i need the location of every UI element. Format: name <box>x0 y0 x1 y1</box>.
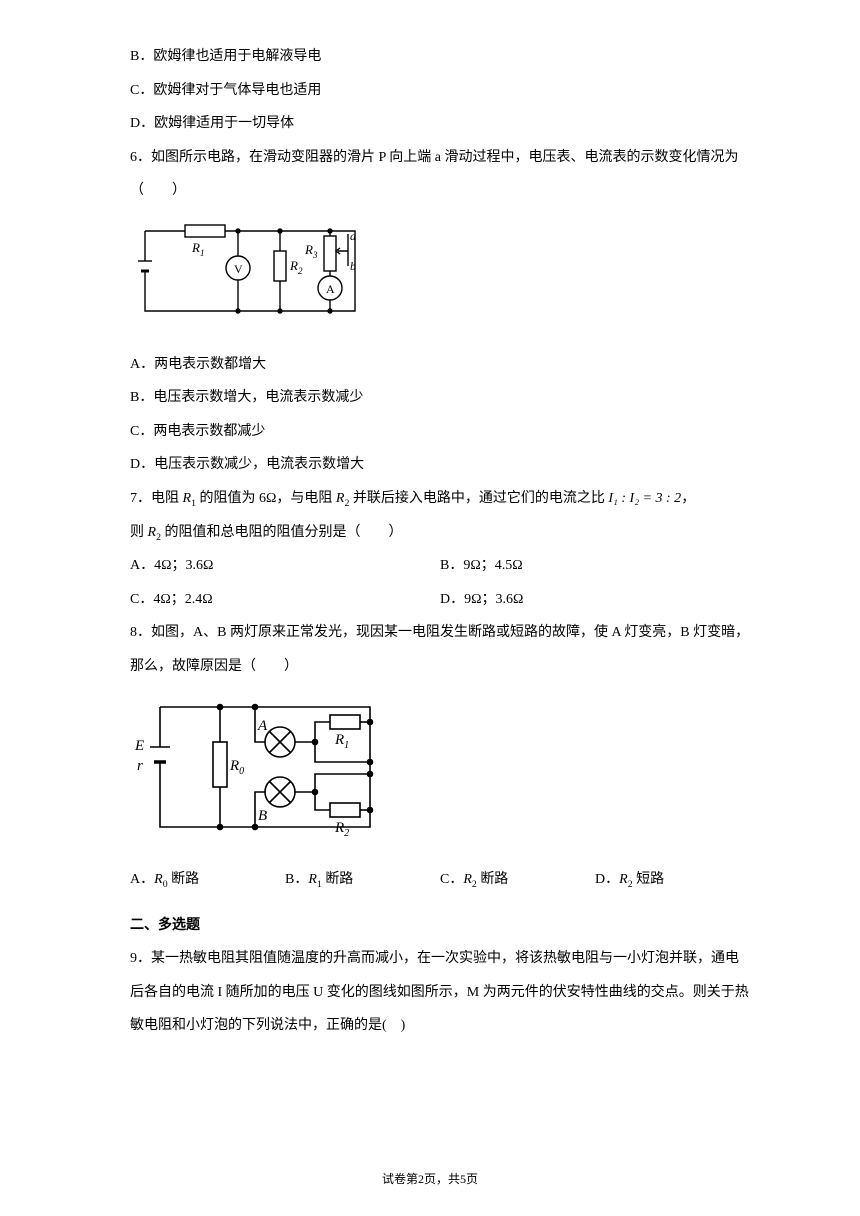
label-emf: E <box>134 738 144 754</box>
page-footer: 试卷第2页，共5页 <box>0 1172 860 1186</box>
q6-option-a: A．两电表示数都增大 <box>130 348 750 382</box>
q7-option-c: C．4Ω；2.4Ω <box>130 583 440 617</box>
circuit-svg-q8: E r R0 A B R1 R2 <box>130 692 390 842</box>
q7-option-d: D．9Ω；3.6Ω <box>440 583 750 617</box>
label-r1-q8: R1 <box>334 732 349 751</box>
label-r0: R0 <box>229 758 244 777</box>
circuit-svg-q6: R1 V R2 R3 a b A <box>130 216 370 326</box>
voltmeter-label: V <box>234 262 243 276</box>
q5-option-c: C．欧姆律对于气体导电也适用 <box>130 74 750 108</box>
q8-option-b: B．R1 断路 <box>285 863 440 897</box>
q6-option-c: C．两电表示数都减少 <box>130 415 750 449</box>
q7-stem-line1: 7．电阻 R1 的阻值为 6Ω，与电阻 R2 并联后接入电路中，通过它们的电流之… <box>130 482 750 516</box>
section-2-header: 二、多选题 <box>130 909 750 943</box>
q6-stem: 6．如图所示电路，在滑动变阻器的滑片 P 向上端 a 滑动过程中，电压表、电流表… <box>130 141 750 208</box>
q8-option-a: A．R0 断路 <box>130 863 285 897</box>
label-r1: R1 <box>191 240 204 258</box>
label-bulb-b: B <box>258 808 267 824</box>
label-bulb-a: A <box>257 718 268 734</box>
q9-stem: 9．某一热敏电阻其阻值随温度的升高而减小，在一次实验中，将该热敏电阻与一小灯泡并… <box>130 942 750 1043</box>
label-internal-r: r <box>137 758 143 774</box>
q7-option-a: A．4Ω；3.6Ω <box>130 549 440 583</box>
ammeter-label: A <box>326 282 335 296</box>
q6-option-b: B．电压表示数增大，电流表示数减少 <box>130 381 750 415</box>
q8-stem: 8．如图，A、B 两灯原来正常发光，现因某一电阻发生断路或短路的故障，使 A 灯… <box>130 616 750 683</box>
q7-option-b: B．9Ω；4.5Ω <box>440 549 750 583</box>
label-r2-q8: R2 <box>334 820 349 839</box>
q7-options: A．4Ω；3.6Ω B．9Ω；4.5Ω C．4Ω；2.4Ω D．9Ω；3.6Ω <box>130 549 750 616</box>
q8-option-c: C．R2 断路 <box>440 863 595 897</box>
q5-option-b: B．欧姆律也适用于电解液导电 <box>130 40 750 74</box>
label-r3: R3 <box>304 242 318 260</box>
label-r2: R2 <box>289 258 303 276</box>
label-b-terminal: b <box>350 259 356 273</box>
q6-circuit-diagram: R1 V R2 R3 a b A <box>130 216 750 340</box>
q8-option-d: D．R2 短路 <box>595 863 750 897</box>
q8-circuit-diagram: E r R0 A B R1 R2 <box>130 692 750 856</box>
q6-option-d: D．电压表示数减少，电流表示数增大 <box>130 448 750 482</box>
q5-option-d: D．欧姆律适用于一切导体 <box>130 107 750 141</box>
q7-stem-line2: 则 R2 的阻值和总电阻的阻值分别是（ ） <box>130 516 750 550</box>
label-a-terminal: a <box>350 229 356 243</box>
q8-options: A．R0 断路 B．R1 断路 C．R2 断路 D．R2 短路 <box>130 863 750 897</box>
